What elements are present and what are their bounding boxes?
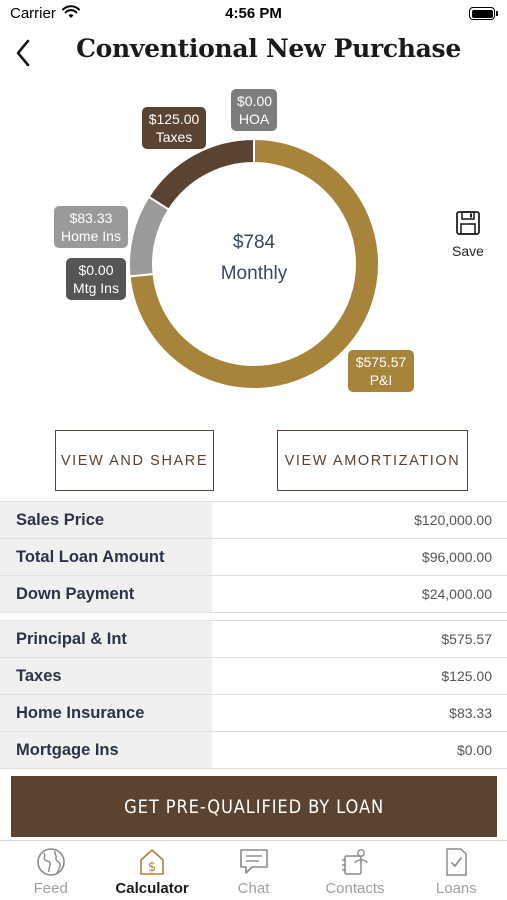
slice-value: $83.33: [69, 210, 113, 226]
nav-header: Conventional New Purchase: [0, 28, 507, 78]
row-label: Principal & Int: [0, 621, 212, 657]
tab-contacts[interactable]: Contacts: [304, 841, 405, 900]
slice-label-taxes: $125.00 Taxes: [142, 107, 206, 149]
table-row: Sales Price $120,000.00: [0, 502, 507, 539]
row-value: $96,000.00: [421, 549, 492, 565]
monthly-amount: $784: [232, 232, 276, 253]
payment-breakdown-chart: $784 Monthly $575.57 P&I $0.00 Mtg Ins $…: [0, 80, 507, 420]
slice-name: HOA: [238, 111, 270, 127]
slice-label-home-ins: $83.33 Home Ins: [54, 206, 128, 248]
loan-summary-table: Sales Price $120,000.00 Total Loan Amoun…: [0, 501, 507, 613]
page-title: Conventional New Purchase: [76, 34, 461, 63]
table-row: Taxes $125.00: [0, 658, 507, 695]
tab-label: Contacts: [325, 880, 385, 897]
chat-icon: [239, 849, 268, 874]
tab-label: Loans: [435, 880, 477, 897]
cta-label: GET PRE-QUALIFIED BY LOAN: [124, 795, 384, 818]
payment-breakdown-table: Principal & Int $575.57 Taxes $125.00 Ho…: [0, 620, 507, 769]
slice-taxes: [147, 137, 255, 211]
slice-value: $0.00: [237, 93, 273, 109]
loans-icon: [446, 848, 468, 876]
table-row: Total Loan Amount $96,000.00: [0, 539, 507, 576]
slice-name: Taxes: [155, 129, 193, 145]
tab-bar: Feed $ Calculator Chat Contacts: [0, 840, 507, 900]
slice-value: $575.57: [355, 354, 407, 370]
tab-loans[interactable]: Loans: [406, 841, 507, 900]
tab-label: Feed: [33, 880, 68, 897]
back-button[interactable]: [8, 36, 38, 70]
row-value: $120,000.00: [414, 512, 492, 528]
battery-icon: [469, 7, 498, 20]
row-value: $0.00: [456, 742, 492, 758]
tab-chat[interactable]: Chat: [203, 841, 304, 900]
row-value: $83.33: [449, 705, 492, 721]
slice-label-pi: $575.57 P&I: [348, 350, 414, 392]
row-label: Down Payment: [0, 576, 212, 612]
carrier-label: Carrier: [10, 5, 56, 22]
donut-chart: [128, 137, 380, 390]
slice-value: $0.00: [78, 262, 114, 278]
table-row: Principal & Int $575.57: [0, 621, 507, 658]
slice-pi: [128, 137, 380, 390]
tab-calculator[interactable]: $ Calculator: [101, 841, 202, 900]
view-and-share-button[interactable]: VIEW AND SHARE: [55, 430, 214, 491]
tab-label: Calculator: [115, 880, 189, 897]
row-value: $575.57: [441, 631, 492, 647]
slice-value: $125.00: [148, 111, 200, 127]
wifi-icon: [62, 5, 80, 24]
view-amortization-button[interactable]: VIEW AMORTIZATION: [277, 430, 468, 491]
svg-text:$: $: [148, 860, 156, 875]
globe-icon: [36, 848, 65, 876]
row-value: $125.00: [441, 668, 492, 684]
status-bar: Carrier 4:56 PM: [0, 0, 507, 28]
status-time: 4:56 PM: [225, 5, 282, 22]
chevron-left-icon: [16, 39, 30, 67]
row-label: Sales Price: [0, 502, 212, 538]
tab-feed[interactable]: Feed: [0, 841, 101, 900]
row-value: $24,000.00: [421, 586, 492, 602]
calculator-icon: $: [140, 849, 164, 875]
slice-label-mtg-ins: $0.00 Mtg Ins: [66, 258, 126, 300]
floppy-disk-icon: [456, 211, 480, 235]
row-label: Total Loan Amount: [0, 539, 212, 575]
slice-name: Home Ins: [61, 228, 121, 244]
contacts-icon: [341, 849, 368, 875]
get-pre-qualified-button[interactable]: GET PRE-QUALIFIED BY LOAN: [11, 776, 497, 837]
tab-label: Chat: [237, 880, 270, 897]
slice-name: Mtg Ins: [73, 280, 119, 296]
slice-name: P&I: [369, 372, 393, 388]
table-row: Mortgage Ins $0.00: [0, 732, 507, 769]
table-row: Home Insurance $83.33: [0, 695, 507, 732]
row-label: Mortgage Ins: [0, 732, 212, 768]
save-label: Save: [452, 243, 484, 259]
row-label: Taxes: [0, 658, 212, 694]
table-row: Down Payment $24,000.00: [0, 576, 507, 613]
row-label: Home Insurance: [0, 695, 212, 731]
monthly-label: Monthly: [220, 263, 288, 284]
slice-label-hoa: $0.00 HOA: [231, 89, 277, 131]
save-button[interactable]: Save: [445, 210, 491, 262]
